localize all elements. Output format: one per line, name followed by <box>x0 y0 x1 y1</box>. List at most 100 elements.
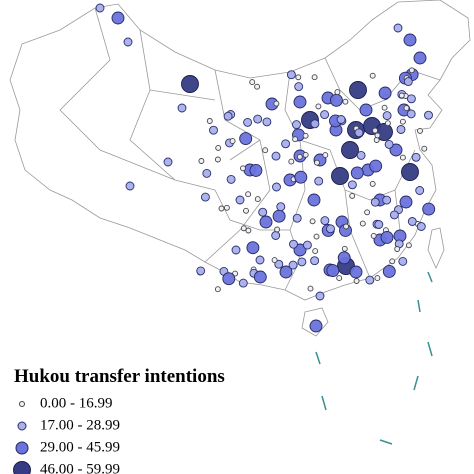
bubble <box>314 176 324 186</box>
legend-symbol <box>13 461 31 474</box>
bubble <box>226 174 236 184</box>
bubble <box>276 202 286 212</box>
bubble <box>315 103 322 110</box>
bubble <box>372 127 379 134</box>
bubble <box>202 168 212 178</box>
bubble <box>294 82 304 92</box>
bubble <box>334 89 341 96</box>
bubble <box>369 72 376 79</box>
bubble <box>295 74 302 81</box>
bubble <box>258 207 268 217</box>
bubble <box>374 220 384 229</box>
bubble <box>286 70 296 80</box>
bubble <box>398 92 405 99</box>
bubble <box>336 275 343 282</box>
bubble <box>406 94 416 104</box>
bubble <box>370 197 380 207</box>
bubble <box>399 118 406 125</box>
bubble <box>288 260 298 270</box>
bubble <box>125 181 135 191</box>
legend-label: 29.00 - 45.99 <box>40 439 120 455</box>
bubble <box>331 167 349 185</box>
bubble <box>214 156 221 163</box>
country-outline <box>9 0 471 301</box>
legend-label: 46.00 - 59.99 <box>40 461 120 474</box>
bubble <box>407 217 417 226</box>
bubble <box>403 105 410 112</box>
bubble <box>422 202 436 216</box>
bubble <box>240 165 246 172</box>
bubble <box>245 227 252 234</box>
bubble <box>406 109 416 119</box>
bubble <box>369 159 383 173</box>
bubble <box>370 232 377 239</box>
bubbles <box>95 3 436 333</box>
bubble <box>292 120 301 130</box>
bubble <box>95 3 105 13</box>
legend-symbol <box>15 441 29 455</box>
hainan <box>301 307 329 337</box>
bubble <box>279 265 293 279</box>
bubble <box>310 119 320 129</box>
bubble <box>336 115 346 124</box>
bubble <box>349 192 356 199</box>
bubble <box>349 265 363 279</box>
bubble <box>359 103 373 117</box>
bubble <box>235 195 245 205</box>
bubble <box>243 207 249 214</box>
bubble <box>223 204 230 211</box>
bubble <box>249 163 263 177</box>
bubble <box>382 111 392 121</box>
bubble <box>271 257 278 264</box>
bubble <box>373 137 380 143</box>
bubble <box>289 239 298 249</box>
bubble <box>312 248 319 255</box>
bubble <box>273 100 280 107</box>
bubble <box>313 233 320 240</box>
bubble <box>177 103 187 113</box>
bubble <box>307 193 321 207</box>
legend-label: 17.00 - 28.99 <box>40 417 120 433</box>
bubble <box>253 114 263 124</box>
bubble <box>259 215 273 229</box>
bubble <box>163 157 173 167</box>
bubble <box>403 33 417 47</box>
bubble <box>396 125 406 134</box>
bubble <box>398 256 408 266</box>
bubble <box>315 291 325 301</box>
bubble <box>229 138 236 145</box>
bubble <box>417 127 423 134</box>
bubble <box>365 275 375 285</box>
bubble <box>288 158 295 165</box>
bubble <box>274 259 284 269</box>
bubble <box>382 195 392 205</box>
bubble <box>310 256 320 266</box>
legend-symbol <box>17 421 27 431</box>
bubble <box>271 151 281 161</box>
bubble <box>297 257 307 267</box>
bubble <box>245 191 252 198</box>
bubble <box>320 110 330 120</box>
bubble <box>215 144 222 151</box>
bubble <box>411 152 421 162</box>
bubble <box>223 111 233 121</box>
bubble <box>311 74 318 81</box>
bubble <box>198 158 205 164</box>
bubble <box>415 186 425 195</box>
bubble <box>240 225 247 232</box>
bubble <box>342 98 349 105</box>
bubble <box>123 37 133 47</box>
bubble <box>314 159 320 166</box>
bubble <box>374 132 381 139</box>
bubble <box>353 278 360 284</box>
bubble <box>209 125 218 135</box>
bubble <box>405 242 412 249</box>
bubble <box>293 95 307 109</box>
bubble <box>389 210 399 220</box>
bubble <box>369 180 376 187</box>
bubble <box>408 67 415 74</box>
bubble <box>294 170 308 184</box>
bubble <box>403 77 413 87</box>
bubble <box>350 166 364 180</box>
